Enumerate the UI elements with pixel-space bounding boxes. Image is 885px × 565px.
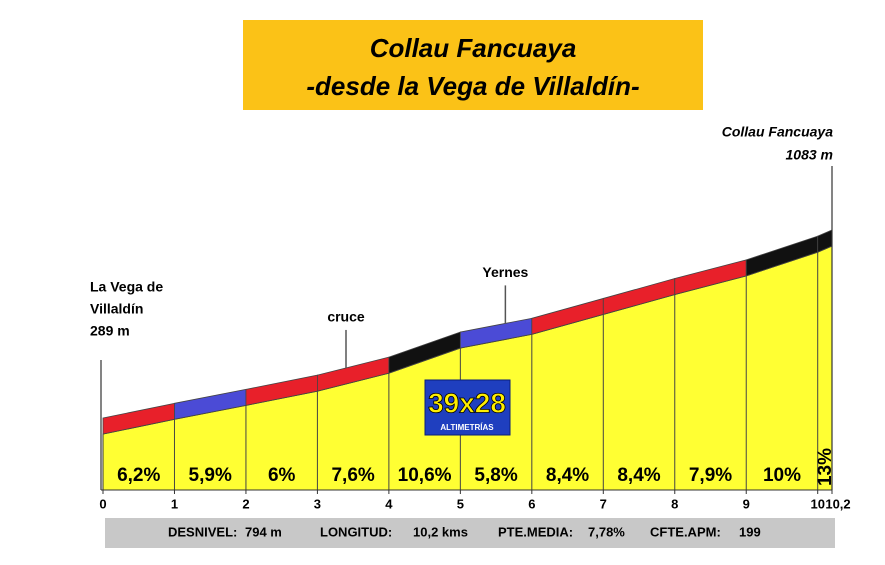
stat-value: 7,78% (588, 524, 625, 539)
x-tick-label: 0 (99, 496, 106, 511)
stat-label: PTE.MEDIA: (498, 524, 573, 539)
stat-value: 10,2 kms (413, 524, 468, 539)
logo-main: 39x28 (428, 387, 506, 418)
stat-label: LONGITUD: (320, 524, 392, 539)
gradient-label: 5,9% (189, 465, 232, 486)
stat-label: CFTE.APM: (650, 524, 721, 539)
start-name: La Vega de (90, 279, 163, 295)
subtitle: -desde la Vega de Villaldín- (306, 71, 639, 101)
x-tick-label: 8 (671, 496, 678, 511)
x-tick-label: 7 (600, 496, 607, 511)
x-tick-label: 1 (171, 496, 178, 511)
logo-box (424, 379, 511, 436)
gradient-label: 7,9% (689, 465, 732, 486)
start-elevation: 289 m (90, 323, 130, 339)
gradient-label: 10,6% (398, 465, 452, 486)
gradient-label: 10% (763, 465, 801, 486)
gradient-label: 7,6% (331, 465, 374, 486)
gradient-label: 5,8% (474, 465, 517, 486)
x-tick-label: 4 (385, 496, 393, 511)
stat-label: DESNIVEL: (168, 524, 237, 539)
annotation: Yernes (482, 264, 528, 280)
annotation: cruce (327, 309, 365, 325)
gradient-label: 6% (268, 465, 296, 486)
x-tick-label: 10 (810, 496, 824, 511)
gradient-label: 13% (815, 448, 836, 486)
stat-value: 199 (739, 524, 761, 539)
title: Collau Fancuaya (370, 33, 577, 63)
x-tick-label: 5 (457, 496, 464, 511)
x-tick-label: 10,2 (825, 496, 850, 511)
end-name: Collau Fancuaya (722, 124, 833, 140)
stat-value: 794 m (245, 524, 282, 539)
logo-sub: ALTIMETRÍAS (440, 423, 494, 432)
gradient-label: 8,4% (546, 465, 589, 486)
start-name: Villaldín (90, 301, 143, 317)
x-tick-label: 3 (314, 496, 321, 511)
profile-fill (102, 245, 833, 491)
gradient-label: 6,2% (117, 465, 160, 486)
x-tick-label: 9 (743, 496, 750, 511)
x-tick-label: 2 (242, 496, 249, 511)
gradient-label: 8,4% (617, 465, 660, 486)
title-box (243, 20, 703, 110)
end-elevation: 1083 m (786, 147, 833, 163)
x-tick-label: 6 (528, 496, 535, 511)
stats-bar (105, 518, 835, 548)
